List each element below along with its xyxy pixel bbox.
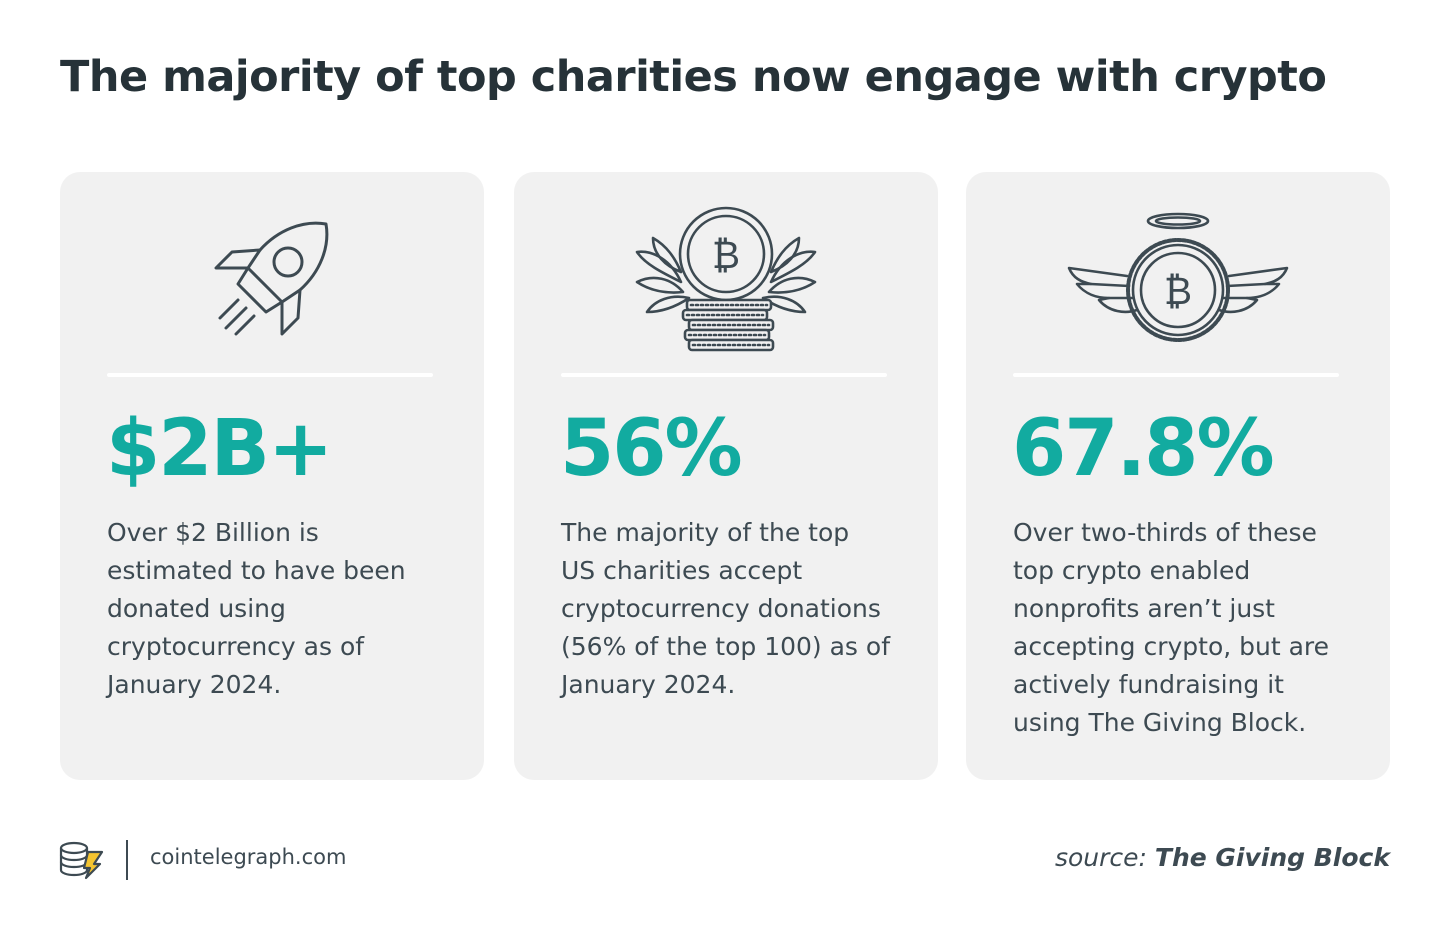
source-label: source: (1054, 843, 1147, 872)
site-link[interactable]: cointelegraph.com (150, 845, 347, 869)
cointelegraph-logo-icon (58, 840, 106, 884)
stat-description: The majority of the top US charities acc… (561, 518, 891, 699)
stat-card-top-charities: ₿ 56% The majo (514, 172, 938, 780)
rocket-icon (60, 172, 484, 372)
winged-bitcoin-halo-icon: ₿ (966, 172, 1390, 372)
source-name: The Giving Block (1154, 843, 1390, 872)
page-title: The majority of top charities now engage… (60, 52, 1327, 102)
stat-description: Over $2 Billion is estimated to have bee… (107, 518, 406, 699)
stat-value: 67.8% (1012, 404, 1275, 494)
stat-value: 56% (560, 404, 743, 494)
stat-card-fundraising: ₿ 67.8% Over two-thirds of these top cry… (966, 172, 1390, 780)
bitcoin-laurel-coins-icon: ₿ (514, 172, 938, 372)
svg-text:₿: ₿ (712, 233, 740, 277)
stat-description: Over two-thirds of these top crypto enab… (1013, 518, 1330, 737)
stat-value: $2B+ (106, 404, 333, 494)
stat-card-donations: $2B+ Over $2 Billion is estimated to hav… (60, 172, 484, 780)
divider (1013, 373, 1339, 377)
svg-text:₿: ₿ (1164, 269, 1192, 313)
divider (107, 373, 433, 377)
source-credit: source: The Giving Block (1055, 843, 1390, 872)
divider (561, 373, 887, 377)
footer-separator (126, 840, 128, 880)
